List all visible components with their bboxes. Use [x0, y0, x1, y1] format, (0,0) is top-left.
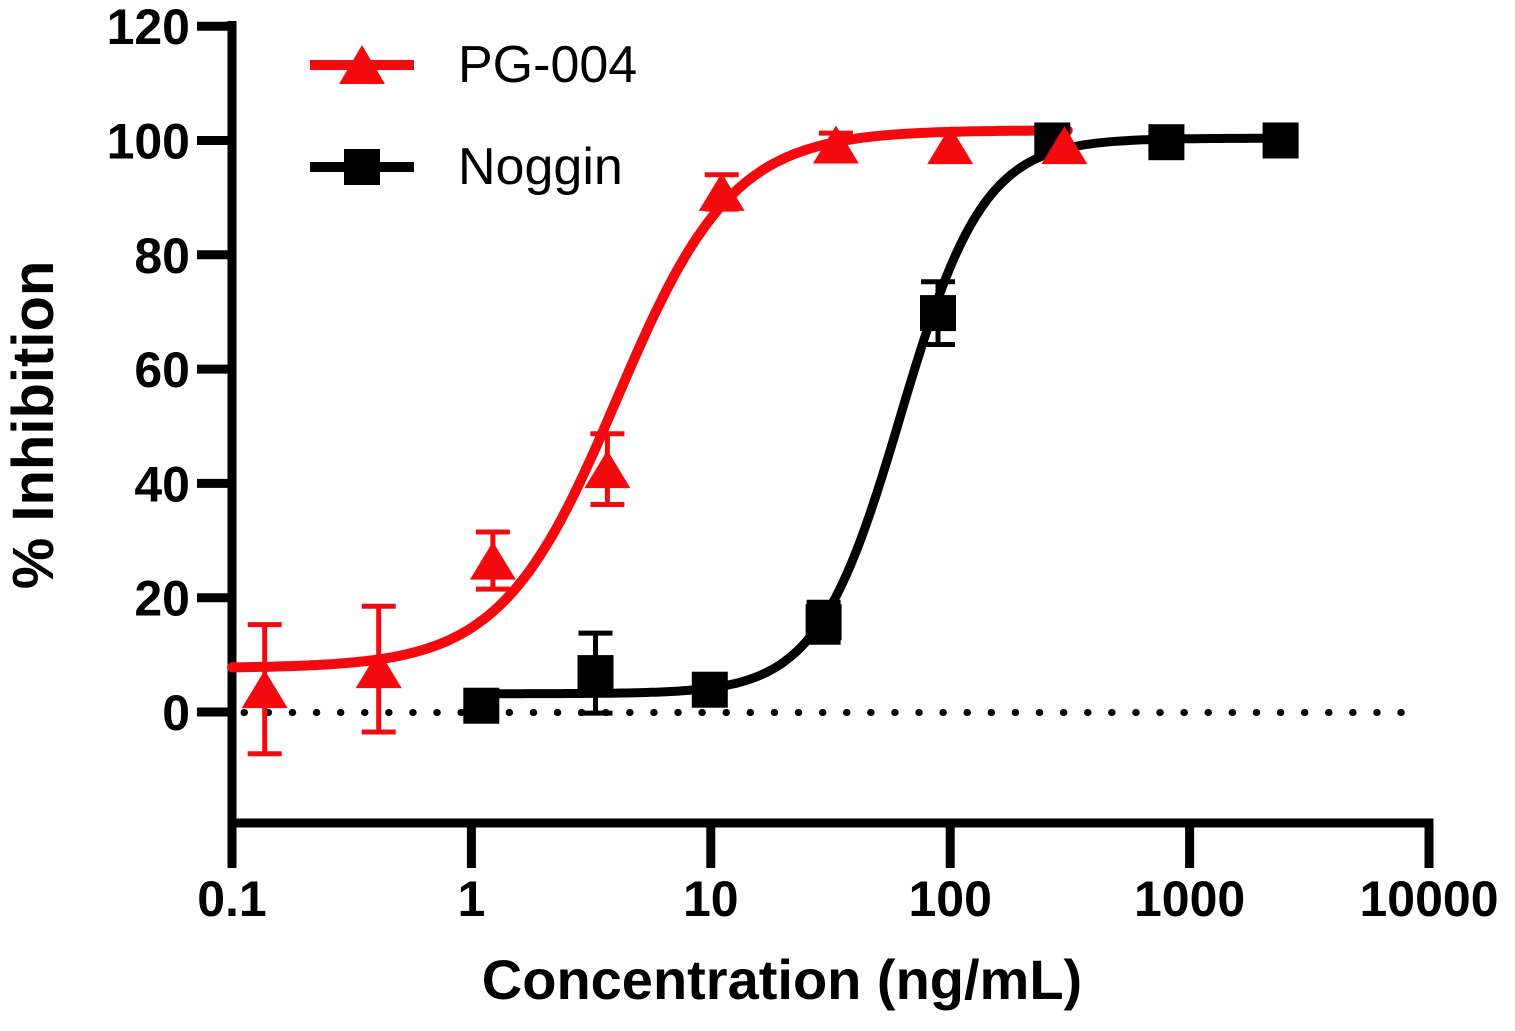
- noggin-data-point: [1262, 122, 1299, 159]
- x-tick-label: 1: [457, 871, 485, 927]
- x-axis-title: Concentration (ng/mL): [481, 948, 1083, 1011]
- pg-004-data-point: [927, 126, 974, 165]
- legend: PG-004 Noggin: [310, 26, 637, 230]
- noggin-data-point: [1148, 124, 1185, 161]
- x-tick-label: 100: [908, 871, 991, 927]
- x-tick-label: 10000: [1359, 871, 1498, 927]
- x-tick-label: 0.1: [197, 871, 267, 927]
- noggin-fit-curve: [476, 133, 1286, 699]
- noggin-data-point: [920, 295, 956, 332]
- legend-label-pg004: PG-004: [458, 36, 638, 94]
- y-tick-label: 60: [134, 342, 190, 398]
- noggin-data-point: [463, 687, 500, 724]
- pg-004-data-point: [355, 650, 402, 689]
- pg-004-fit-curve: [227, 125, 1073, 673]
- legend-item-pg004: PG-004: [310, 26, 637, 104]
- pg-004-data-point: [812, 125, 859, 164]
- x-tick-label: 10: [683, 871, 739, 927]
- noggin-data-point: [805, 604, 842, 641]
- legend-label-noggin: Noggin: [458, 138, 623, 196]
- legend-item-noggin: Noggin: [310, 128, 637, 206]
- pg-004-data-point: [1041, 126, 1088, 165]
- y-tick-label: 20: [134, 571, 190, 627]
- noggin-data-point: [691, 671, 728, 708]
- pg004-legend-marker-icon: [310, 45, 414, 84]
- y-axis-title: % Inhibition: [1, 260, 66, 590]
- y-tick-label: 100: [107, 114, 190, 170]
- pg-004-data-point: [469, 541, 516, 580]
- pg-004-data-point: [241, 670, 288, 709]
- y-tick-label: 0: [162, 685, 190, 741]
- y-tick-label: 80: [134, 228, 190, 284]
- y-tick-label: 40: [134, 456, 190, 512]
- x-tick-label: 1000: [1134, 871, 1245, 927]
- y-tick-label: 120: [107, 0, 190, 55]
- noggin-legend-marker-icon: [310, 149, 414, 185]
- pg-004-data-point: [584, 450, 631, 489]
- noggin-data-point: [577, 655, 614, 692]
- pg-004-data-point: [698, 172, 745, 211]
